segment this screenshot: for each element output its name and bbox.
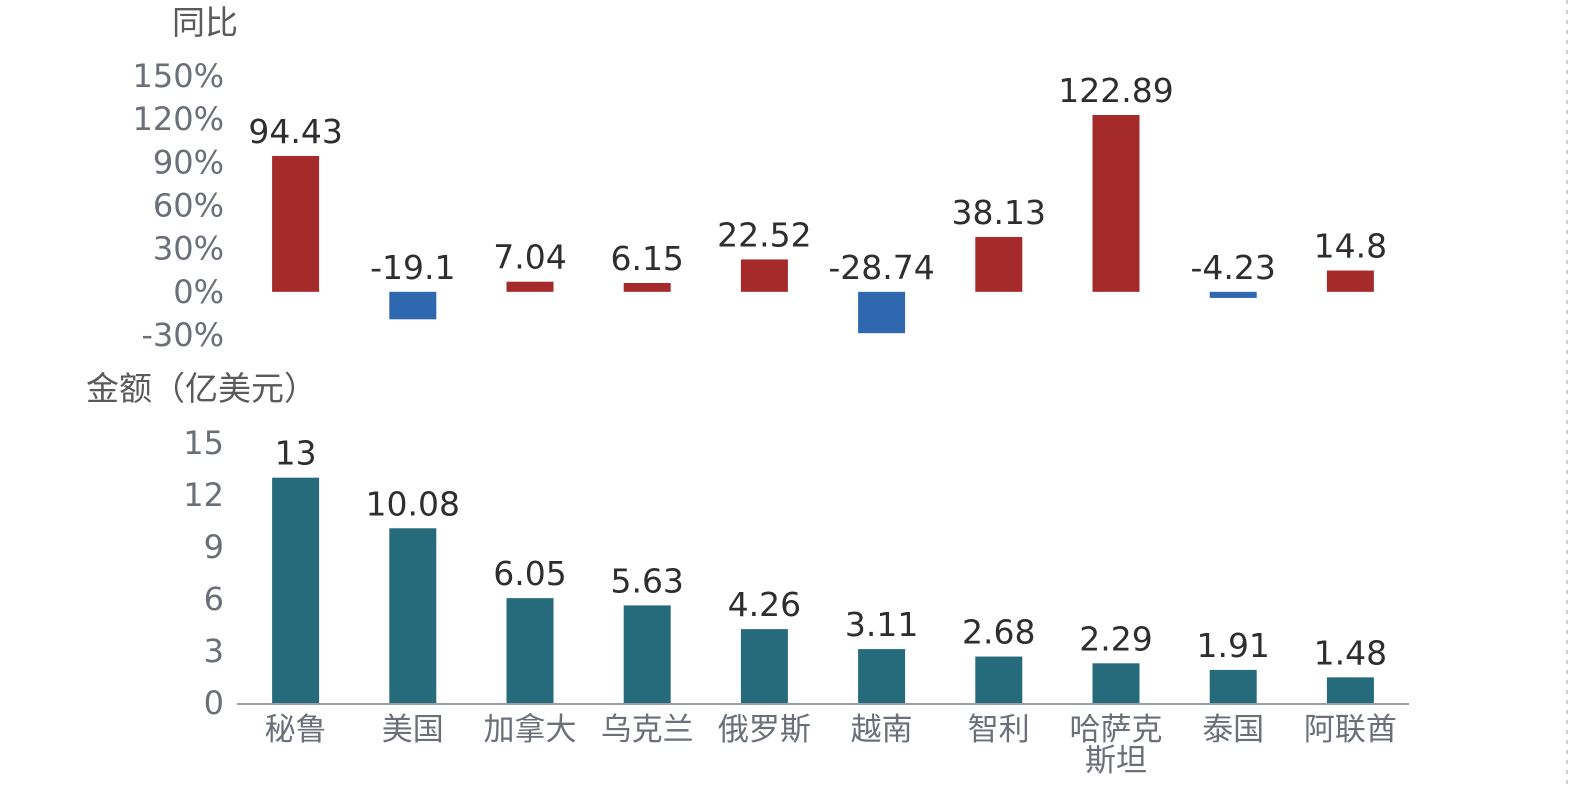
amount-bar: [1209, 669, 1257, 703]
amount-bar: [272, 477, 320, 703]
x-category-label: 阿联酋: [1304, 712, 1397, 748]
amount-bar: [975, 656, 1023, 703]
yoy-data-label: 14.8: [1314, 227, 1387, 266]
yoy-data-label: -28.74: [828, 248, 934, 287]
amount-bar: [740, 629, 788, 703]
amount-data-label: 1.91: [1196, 626, 1269, 665]
yoy-data-label: 38.13: [952, 193, 1046, 232]
amount-data-label: 6.05: [493, 554, 566, 593]
top-y-tick-label: 30%: [153, 230, 224, 268]
bottom-y-tick-label: 12: [183, 476, 224, 514]
bottom-y-axis-title: 金额（亿美元）: [86, 369, 317, 408]
yoy-bar: [506, 281, 554, 292]
amount-bar: [623, 605, 671, 703]
bottom-y-tick-label: 6: [204, 580, 224, 618]
amount-data-label: 2.68: [962, 613, 1035, 652]
top-y-tick-label: 90%: [153, 143, 224, 181]
yoy-data-label: -19.1: [370, 248, 455, 287]
top-y-tick-label: 120%: [133, 100, 224, 138]
yoy-data-label: 7.04: [493, 238, 566, 277]
amount-data-label: 2.29: [1079, 619, 1152, 658]
amount-data-label: 4.26: [728, 585, 801, 624]
yoy-data-label: 94.43: [248, 112, 342, 151]
x-category-label: 泰国: [1202, 712, 1264, 748]
top-y-tick-label: -30%: [141, 316, 224, 354]
top-y-axis-title: 同比: [172, 3, 238, 42]
amount-bar: [1092, 663, 1140, 703]
yoy-data-label: -4.23: [1191, 248, 1276, 287]
amount-data-label: 5.63: [610, 561, 683, 600]
x-category-label: 乌克兰: [601, 712, 694, 748]
x-category-label: 斯坦: [1085, 743, 1147, 779]
amount-bar: [389, 528, 437, 703]
x-category-label: 俄罗斯: [718, 712, 811, 748]
top-y-tick-label: 60%: [153, 187, 224, 225]
yoy-data-label: 22.52: [717, 215, 811, 254]
yoy-bar: [1092, 115, 1140, 292]
amount-data-label: 3.11: [845, 605, 918, 644]
yoy-bar: [1326, 270, 1374, 292]
yoy-bar: [1209, 291, 1257, 298]
x-category-label: 秘鲁: [265, 712, 327, 748]
yoy-bar: [975, 236, 1023, 292]
x-category-label: 哈萨克: [1070, 712, 1163, 748]
yoy-bar: [389, 291, 437, 320]
amount-bar: [506, 598, 554, 703]
amount-data-label: 13: [275, 434, 317, 473]
yoy-data-label: 6.15: [610, 239, 683, 278]
x-category-label: 越南: [851, 712, 913, 748]
x-category-label: 美国: [382, 712, 444, 748]
bottom-y-tick-label: 0: [204, 684, 224, 722]
bottom-y-tick-label: 15: [183, 424, 224, 462]
amount-bar: [858, 649, 906, 703]
x-category-label: 智利: [968, 712, 1030, 748]
top-y-tick-label: 150%: [133, 57, 224, 95]
x-category-label: 加拿大: [484, 712, 577, 748]
yoy-bar: [858, 291, 906, 334]
yoy-bar: [740, 259, 788, 292]
yoy-bar: [272, 155, 320, 292]
amount-data-label: 1.48: [1314, 633, 1387, 672]
bottom-y-tick-label: 3: [204, 632, 224, 670]
yoy-bar: [623, 282, 671, 292]
amount-bar: [1326, 677, 1374, 703]
top-y-tick-label: 0%: [173, 273, 224, 311]
yoy-data-label: 122.89: [1058, 71, 1173, 110]
amount-data-label: 10.08: [366, 484, 460, 523]
bottom-y-tick-label: 9: [204, 528, 224, 566]
